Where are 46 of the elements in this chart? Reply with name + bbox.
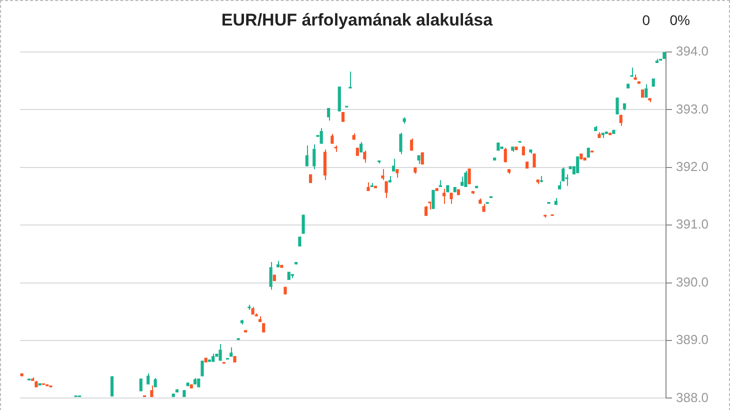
candlestick bbox=[139, 378, 142, 392]
candlestick bbox=[616, 97, 619, 115]
candlestick bbox=[384, 180, 388, 198]
candlestick bbox=[432, 189, 435, 210]
text: 0% bbox=[670, 12, 690, 28]
y-tick-label: 391.0 bbox=[676, 216, 709, 232]
candlestick bbox=[341, 112, 345, 122]
y-tick-label: 392.0 bbox=[676, 158, 709, 174]
candlestick bbox=[200, 360, 204, 377]
candlestick bbox=[218, 343, 222, 362]
chart-title: EUR/HUF árfolyamának alakulása bbox=[221, 10, 494, 30]
candlestick bbox=[327, 107, 330, 122]
candlestick bbox=[269, 262, 272, 290]
candlestick bbox=[630, 67, 634, 78]
candlestick bbox=[146, 372, 150, 385]
y-tick-label: 394.0 bbox=[676, 44, 709, 59]
candlestick bbox=[504, 147, 507, 163]
candlestick bbox=[298, 236, 302, 247]
candlestick bbox=[468, 168, 471, 185]
candlestick bbox=[360, 142, 363, 153]
candlestick bbox=[312, 144, 316, 170]
candlestick bbox=[522, 146, 525, 156]
candlestick bbox=[363, 150, 366, 164]
candlestick bbox=[562, 166, 565, 182]
text: 0 bbox=[642, 12, 650, 28]
y-tick-label: 393.0 bbox=[676, 101, 709, 116]
y-tick-label: 389.0 bbox=[676, 332, 709, 348]
candlestick bbox=[428, 202, 432, 210]
candlestick bbox=[644, 84, 648, 98]
candlestick bbox=[323, 149, 326, 181]
candlestick bbox=[464, 170, 468, 188]
candlestick bbox=[424, 206, 428, 216]
candlestick bbox=[460, 176, 464, 186]
candlestick bbox=[392, 158, 396, 172]
candlestick bbox=[302, 214, 305, 234]
y-tick-label: 390.0 bbox=[676, 274, 709, 290]
candlestick bbox=[305, 144, 308, 167]
candlestick bbox=[320, 128, 323, 144]
y-tick-label: 388.0 bbox=[676, 390, 709, 405]
candlestick bbox=[410, 138, 414, 152]
candlestick bbox=[532, 153, 536, 168]
candlestick bbox=[442, 188, 446, 204]
candlestick bbox=[348, 71, 352, 89]
candlestick bbox=[262, 322, 266, 333]
candlestick bbox=[381, 168, 384, 181]
candlestick bbox=[399, 132, 402, 155]
